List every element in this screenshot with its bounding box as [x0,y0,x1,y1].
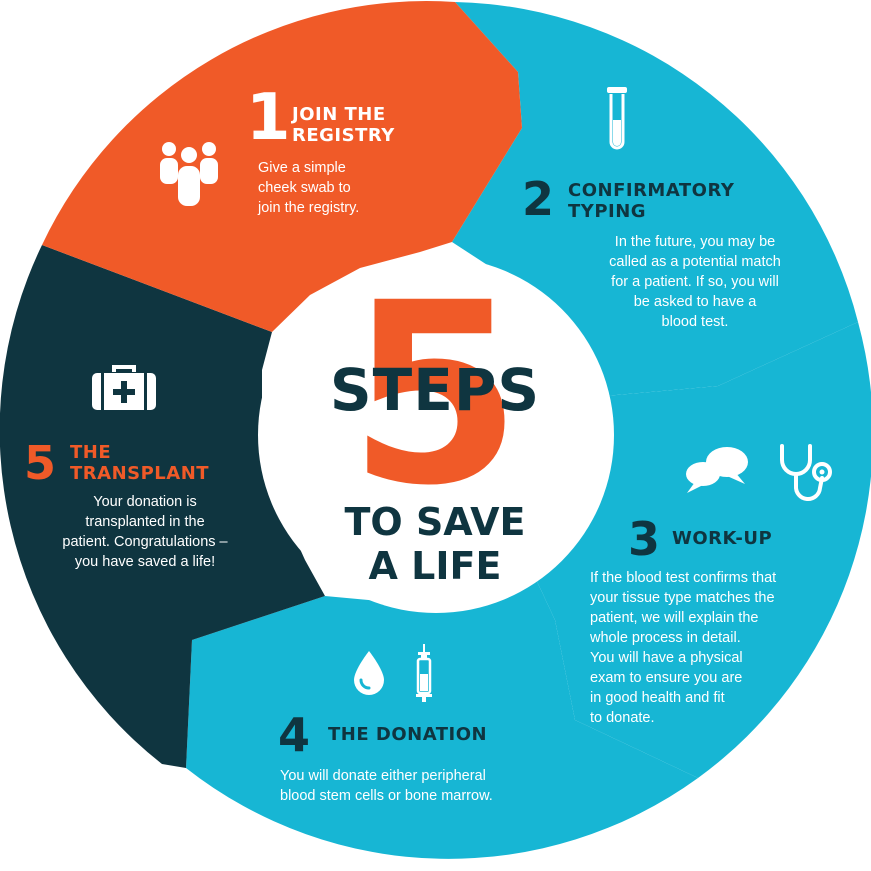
people-group-icon [160,142,218,206]
step-5-title: THE TRANSPLANT [70,442,210,484]
step-4-title: THE DONATION [328,724,488,745]
syringe-icon [416,644,432,702]
step-3-text: If the blood test confirms that your tis… [590,570,777,726]
segment-step-2 [452,2,858,400]
step-1-text: Give a simple cheek swab to join the reg… [258,160,360,216]
step-4-text: You will donate either peripheral blood … [280,768,493,804]
segment-step-5 [0,245,325,768]
segment-step-4 [186,545,698,859]
step-2-number: 2 [522,172,555,226]
step-5-number: 5 [24,436,57,490]
stethoscope-icon [780,444,832,501]
center-tagline: TO SAVE A LIFE [344,500,526,588]
center-circle [258,257,614,613]
step-4-number: 4 [278,708,311,762]
step-2-text: In the future, you may be called as a po… [609,234,781,330]
step-1-title: JOIN THE REGISTRY [292,104,395,146]
blood-drop-icon [354,651,384,695]
segment-step-1 [42,1,522,332]
medical-kit-icon [92,365,156,410]
center-big-number: 5 [348,249,522,540]
step-3-number: 3 [628,512,661,566]
speech-bubbles-icon [686,447,748,493]
step-1-number: 1 [246,81,291,155]
test-tube-icon [607,87,627,150]
step-2-title: CONFIRMATORY TYPING [568,180,735,222]
step-3-title: WORK-UP [672,528,773,549]
center-steps-word: STEPS [329,356,541,424]
step-5-text: Your donation is transplanted in the pat… [62,494,228,570]
